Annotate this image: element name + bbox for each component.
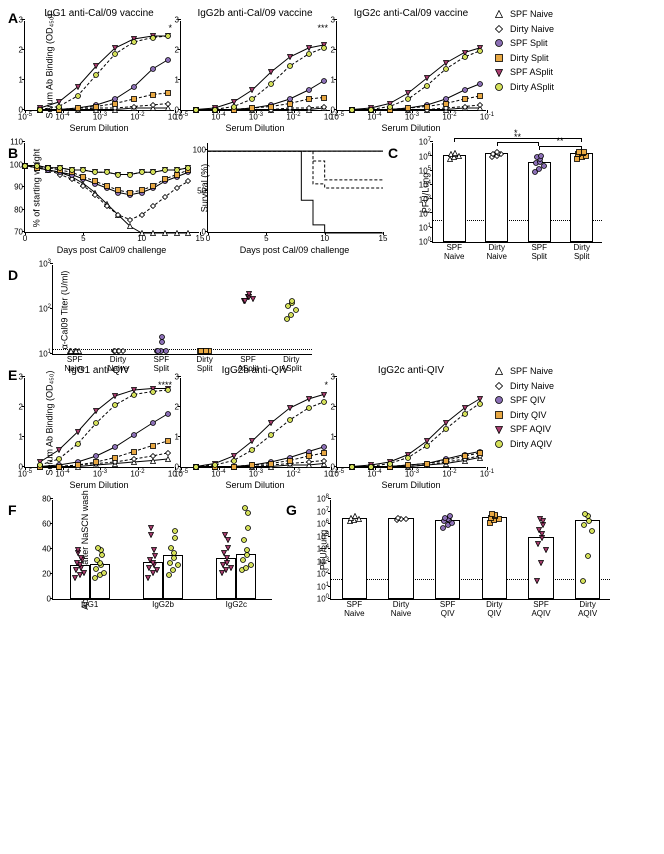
legend-label: Dirty Naive	[510, 380, 554, 393]
x-axis-label: Days post Cal/09 challenge	[207, 245, 382, 255]
legend-item: Dirty Naive	[492, 23, 554, 36]
legend-item: Dirty ASplit	[492, 81, 554, 94]
legend-item: SPF Naive	[492, 8, 554, 21]
x-axis-label: Serum Dilution	[24, 480, 174, 490]
panel-d-chart: 101102103α-Cal09 Titer (U/ml)SPF NaiveDi…	[52, 265, 312, 355]
panel-f-label: F	[8, 500, 24, 518]
x-axis-label: Days post Cal/09 challenge	[24, 245, 199, 255]
bar	[485, 153, 508, 242]
panel-g-chart: 100101102103104105106107108PFU/LungSPF N…	[330, 500, 610, 600]
legend-item: SPF QIV	[492, 394, 554, 407]
chart-plot-area: 050100051015Survival (%)	[207, 143, 382, 233]
chart-title: IgG2b anti-Cal/09 vaccine	[180, 8, 330, 19]
legend-label: Dirty AQIV	[510, 438, 552, 451]
panel-f-chart: 020406080Ab binding after NaSCN washIgG1…	[52, 500, 272, 600]
panel-g-label: G	[286, 500, 302, 518]
panel-a-charts: IgG1 anti-Cal/09 vaccine012310-510-410-3…	[24, 8, 486, 133]
legend-label: Dirty ASplit	[510, 81, 554, 94]
legend-label: SPF Naive	[510, 365, 553, 378]
chart-plot-area: 012310-510-410-310-210-1***	[180, 21, 330, 111]
y-axis-label: PFU/Lung	[318, 529, 328, 570]
panel-e-legend: SPF Naive Dirty NaiveSPF QIV Dirty QIVSPF …	[486, 365, 554, 453]
bar	[443, 155, 466, 242]
chart-title: IgG2c anti-Cal/09 vaccine	[336, 8, 486, 19]
chart-plot-area: 100101102103104105106107PFU/LungSPF Naiv…	[432, 143, 602, 243]
x-axis-label: Serum Dilution	[180, 123, 330, 133]
panel-bc-row: B 708090100110051015% of starting weight…	[8, 143, 656, 255]
x-axis-label: Serum Dilution	[180, 480, 330, 490]
legend-item: SPF Split	[492, 37, 554, 50]
legend-label: SPF QIV	[510, 394, 546, 407]
chart-plot-area: 012310-510-410-310-210-1	[336, 378, 486, 468]
chart-plot-area: 708090100110051015% of starting weight	[24, 143, 199, 233]
legend-item: SPF Naive	[492, 365, 554, 378]
panel-b-charts: 708090100110051015% of starting weight Da…	[24, 143, 382, 255]
legend-label: SPF AQIV	[510, 423, 551, 436]
panel-c-label: C	[388, 143, 404, 161]
chart-title: IgG2c anti-QIV	[336, 365, 486, 376]
x-axis-label: Serum Dilution	[336, 480, 486, 490]
legend-item: Dirty QIV	[492, 409, 554, 422]
legend-label: SPF Split	[510, 37, 548, 50]
panel-a-row: A IgG1 anti-Cal/09 vaccine012310-510-410…	[8, 8, 656, 133]
bar	[482, 517, 508, 600]
panel-a-legend: SPF Naive Dirty NaiveSPF Split Dirty Split…	[486, 8, 554, 96]
panel-d-label: D	[8, 265, 24, 283]
legend-label: Dirty Split	[510, 52, 549, 65]
panel-e-charts: IgG1 anti-QIV012310-510-410-310-210-1Ser…	[24, 365, 486, 490]
x-axis-label: Serum Dilution	[24, 123, 174, 133]
figure: A IgG1 anti-Cal/09 vaccine012310-510-410…	[8, 8, 656, 600]
legend-label: SPF ASplit	[510, 66, 553, 79]
bar	[342, 518, 368, 599]
y-axis-label: PFU/Lung	[420, 172, 430, 213]
legend-item: Dirty AQIV	[492, 438, 554, 451]
panel-d-row: D 101102103α-Cal09 Titer (U/ml)SPF Naive…	[8, 265, 656, 355]
chart-plot-area: 012310-510-410-310-210-1*	[180, 378, 330, 468]
chart-plot-area: 012310-510-410-310-210-1Serum Ab Binding…	[24, 21, 174, 111]
bar	[388, 518, 414, 599]
y-axis-label: α-Cal09 Titer (U/ml)	[59, 270, 69, 349]
chart-plot-area: 100101102103104105106107108PFU/LungSPF N…	[330, 500, 610, 600]
panel-fg-row: F 020406080Ab binding after NaSCN washIg…	[8, 500, 656, 600]
bar	[570, 153, 593, 242]
chart-plot-area: 012310-510-410-310-210-1Serum Ab Binding…	[24, 378, 174, 468]
legend-label: Dirty Naive	[510, 23, 554, 36]
x-axis-label: Serum Dilution	[336, 123, 486, 133]
legend-item: SPF AQIV	[492, 423, 554, 436]
legend-item: SPF ASplit	[492, 66, 554, 79]
panel-e-row: E IgG1 anti-QIV012310-510-410-310-210-1S…	[8, 365, 656, 490]
chart-plot-area: 012310-510-410-310-210-1	[336, 21, 486, 111]
legend-label: Dirty QIV	[510, 409, 547, 422]
legend-item: Dirty Naive	[492, 380, 554, 393]
legend-item: Dirty Split	[492, 52, 554, 65]
panel-c-chart: 100101102103104105106107PFU/LungSPF Naiv…	[432, 143, 602, 243]
legend-label: SPF Naive	[510, 8, 553, 21]
chart-plot-area: 101102103α-Cal09 Titer (U/ml)SPF NaiveDi…	[52, 265, 312, 355]
chart-plot-area: 020406080Ab binding after NaSCN washIgG1…	[52, 500, 272, 600]
